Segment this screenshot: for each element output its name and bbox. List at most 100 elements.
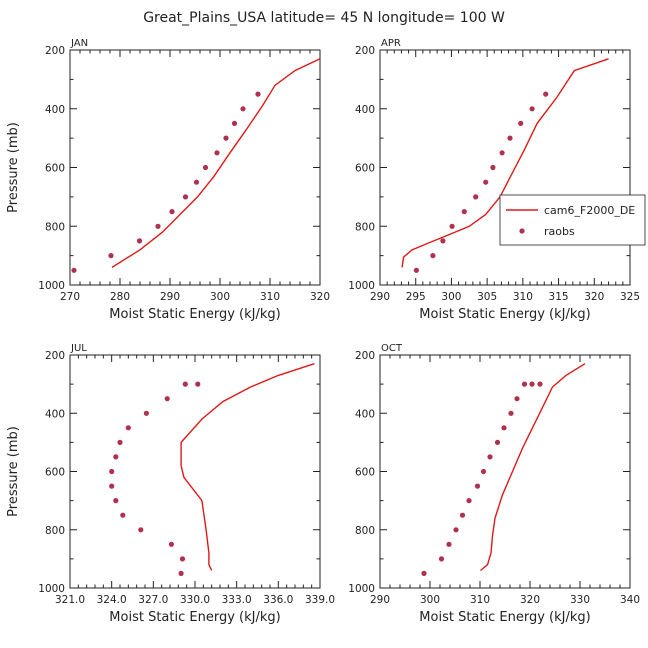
x-axis-label: Moist Static Energy (kJ/kg) xyxy=(109,307,280,322)
model-line xyxy=(111,58,321,268)
panel-title: APR xyxy=(381,38,401,49)
y-tick-label: 600 xyxy=(355,163,375,175)
raobs-point xyxy=(521,381,528,387)
y-tick-label: 1000 xyxy=(348,280,375,292)
x-tick-label: 290 xyxy=(370,291,390,303)
raobs-point xyxy=(109,468,115,475)
x-tick-label: 330 xyxy=(570,594,590,606)
y-tick-label: 800 xyxy=(45,221,65,233)
y-tick-label: 800 xyxy=(45,525,65,537)
model-line xyxy=(180,363,315,571)
panel-title: OCT xyxy=(381,343,403,354)
raobs-point xyxy=(71,267,77,273)
raobs-point xyxy=(490,164,496,171)
plot-frame xyxy=(379,49,631,286)
raobs-point xyxy=(529,106,535,112)
y-axis-label: Pressure (mb) xyxy=(6,122,21,213)
legend-raobs-label: raobs xyxy=(544,225,575,238)
x-tick-label: 290 xyxy=(370,594,390,606)
panel-title: JAN xyxy=(70,38,88,49)
x-tick-label: 325 xyxy=(620,291,640,303)
raobs-point xyxy=(453,527,459,533)
y-tick-label: 1000 xyxy=(38,280,65,292)
y-tick-label: 200 xyxy=(45,350,65,362)
x-tick-label: 320 xyxy=(520,594,540,606)
x-tick-label: 327.0 xyxy=(138,594,168,606)
x-tick-label: 310 xyxy=(260,291,280,303)
x-tick-label: 333.0 xyxy=(222,594,252,606)
x-tick-label: 320 xyxy=(584,291,604,303)
x-tick-label: 336.0 xyxy=(263,594,293,606)
x-tick-label: 315 xyxy=(549,291,569,303)
raobs-point xyxy=(113,498,119,504)
x-tick-label: 310 xyxy=(513,291,533,303)
raobs-point xyxy=(182,194,189,200)
x-tick-label: 320 xyxy=(310,291,330,303)
y-tick-label: 1000 xyxy=(348,583,375,595)
x-tick-label: 330.0 xyxy=(180,594,210,606)
raobs-point xyxy=(430,253,436,259)
x-tick-label: 321.0 xyxy=(55,594,85,606)
raobs-point xyxy=(195,381,201,387)
legend-box xyxy=(499,194,646,246)
raobs-point xyxy=(125,425,131,431)
figure-title: Great_Plains_USA latitude= 45 N longitud… xyxy=(143,10,505,26)
raobs-point xyxy=(461,209,467,215)
raobs-point xyxy=(483,179,489,185)
raobs-point xyxy=(473,194,479,200)
y-tick-label: 200 xyxy=(45,45,65,57)
raobs-point xyxy=(108,253,114,259)
raobs-point xyxy=(240,106,246,112)
plot-frame xyxy=(379,354,631,589)
x-axis-label: Moist Static Energy (kJ/kg) xyxy=(419,307,590,322)
x-tick-label: 280 xyxy=(110,291,130,303)
raobs-point xyxy=(508,410,514,416)
raobs-point xyxy=(537,381,543,387)
x-tick-label: 270 xyxy=(60,291,80,303)
y-tick-label: 800 xyxy=(355,221,375,233)
model-line xyxy=(480,363,586,572)
raobs-point xyxy=(193,179,200,185)
plot-frame xyxy=(69,354,321,589)
y-tick-label: 1000 xyxy=(38,583,65,595)
y-tick-label: 400 xyxy=(45,104,65,116)
raobs-point xyxy=(223,135,229,141)
x-tick-label: 305 xyxy=(477,291,497,303)
y-tick-label: 600 xyxy=(45,163,65,175)
y-tick-label: 600 xyxy=(45,467,65,479)
raobs-point xyxy=(440,238,446,244)
raobs-point xyxy=(138,527,144,533)
x-tick-label: 340 xyxy=(620,594,640,606)
raobs-point xyxy=(113,454,119,460)
raobs-point xyxy=(449,223,455,229)
raobs-point xyxy=(182,381,188,387)
x-tick-label: 339.0 xyxy=(305,594,335,606)
y-tick-label: 400 xyxy=(355,408,375,420)
legend-model-label: cam6_F2000_DE xyxy=(544,204,635,217)
raobs-point xyxy=(169,209,175,215)
raobs-point xyxy=(143,410,149,416)
raobs-point xyxy=(214,150,220,156)
raobs-point xyxy=(120,512,126,518)
raobs-point xyxy=(501,425,507,431)
x-tick-label: 300 xyxy=(441,291,461,303)
raobs-point xyxy=(179,556,186,562)
raobs-point xyxy=(136,238,143,244)
x-axis-label: Moist Static Energy (kJ/kg) xyxy=(109,610,280,625)
panel-oct: OCT 290 300 310 320 330 340 200 400 600 800 1000 Moi… xyxy=(348,343,640,625)
raobs-point xyxy=(117,439,123,445)
raobs-point xyxy=(446,541,452,547)
raobs-point xyxy=(168,541,174,547)
raobs-point xyxy=(459,512,466,518)
raobs-point xyxy=(518,120,524,126)
raobs-point xyxy=(231,120,238,126)
x-tick-label: 295 xyxy=(406,291,426,303)
raobs-point xyxy=(438,556,445,562)
x-tick-label: 300 xyxy=(210,291,230,303)
y-axis-label: Pressure (mb) xyxy=(6,426,21,517)
raobs-point xyxy=(514,396,520,402)
x-tick-label: 324.0 xyxy=(97,594,127,606)
raobs-point xyxy=(164,396,170,402)
